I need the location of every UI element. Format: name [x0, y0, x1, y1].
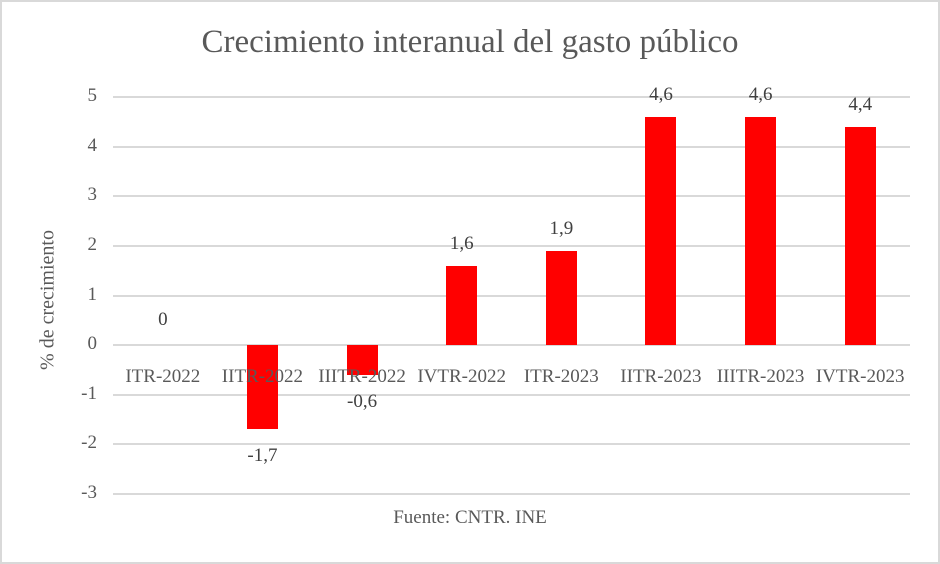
gridline — [113, 443, 910, 446]
data-label: 4,4 — [848, 93, 873, 115]
chart-title: Crecimiento interanual del gasto público — [201, 24, 739, 60]
bar[interactable] — [645, 116, 677, 346]
gridline — [113, 244, 910, 247]
bar[interactable] — [246, 345, 278, 430]
x-category-label: IITR-2023 — [620, 366, 702, 387]
y-tick-label: 0 — [87, 333, 98, 355]
gridline — [113, 96, 910, 98]
data-label: -1,7 — [247, 445, 278, 467]
y-tick-label: 4 — [87, 134, 98, 156]
x-category-label: ITR-2022 — [125, 366, 201, 387]
data-label: 0 — [158, 309, 168, 331]
bar[interactable] — [545, 250, 577, 346]
y-tick-label: -1 — [81, 382, 97, 404]
data-label: 4,6 — [649, 83, 673, 105]
bar[interactable] — [745, 116, 777, 346]
bar[interactable] — [446, 265, 478, 346]
x-category-label: IVTR-2022 — [417, 366, 507, 387]
y-tick-label: -3 — [81, 482, 97, 503]
gridline — [113, 493, 910, 495]
x-category-label: IITR-2022 — [221, 366, 304, 387]
source-note: Fuente: CNTR. INE — [393, 507, 547, 528]
y-tick-label: 1 — [87, 283, 98, 305]
y-tick-label: 5 — [87, 85, 98, 106]
data-label: -0,6 — [347, 390, 378, 412]
gridline — [113, 344, 910, 347]
gridline — [113, 145, 910, 148]
data-label: 1,6 — [449, 232, 474, 254]
data-label: 4,6 — [748, 83, 773, 105]
gridline — [113, 294, 910, 297]
x-category-label: IIITR-2023 — [716, 366, 805, 387]
gridline — [113, 195, 910, 198]
y-tick-label: -2 — [81, 432, 97, 454]
x-category-label: IVTR-2023 — [815, 366, 905, 387]
y-tick-label: 2 — [87, 233, 98, 255]
gridline — [113, 393, 910, 396]
x-category-label: ITR-2023 — [523, 366, 599, 387]
y-tick-label: 3 — [87, 184, 98, 206]
data-label: 1,9 — [549, 217, 574, 239]
x-category-label: IIITR-2022 — [318, 366, 406, 387]
bar[interactable] — [346, 345, 378, 375]
bar[interactable] — [844, 126, 876, 346]
